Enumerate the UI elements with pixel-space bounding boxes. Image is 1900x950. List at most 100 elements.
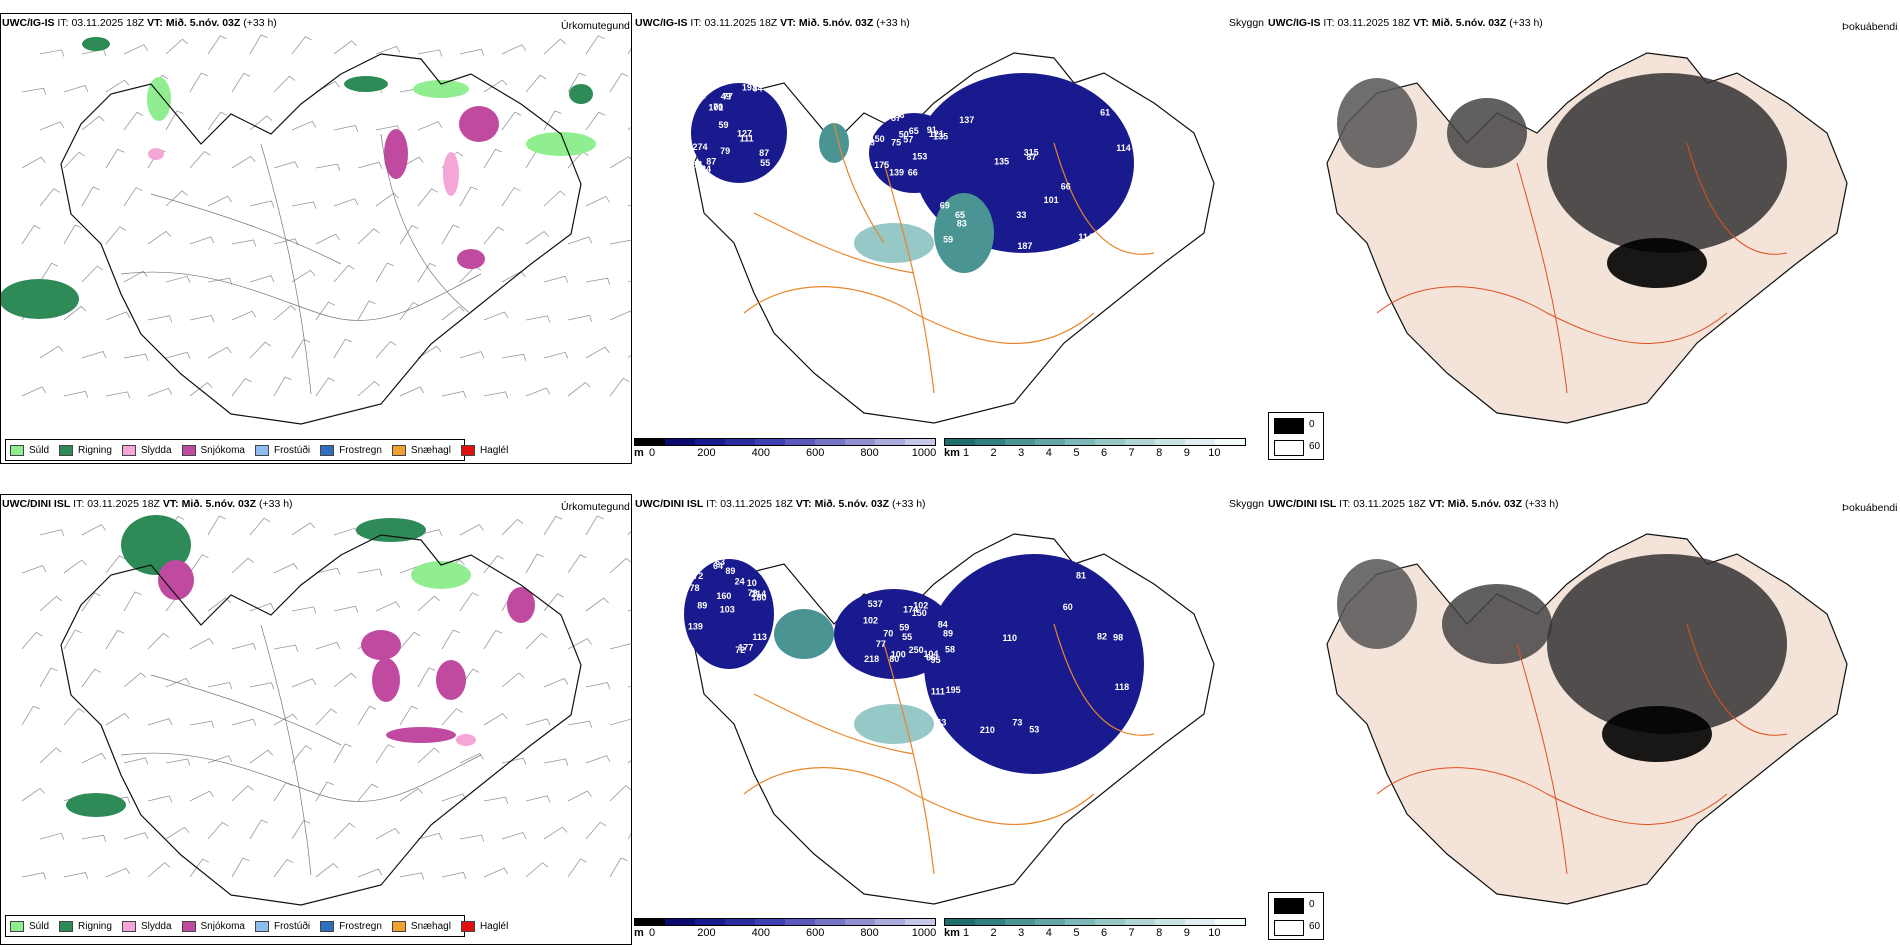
wind-barb — [21, 87, 47, 95]
visibility-value-label: 8 — [864, 178, 869, 188]
wind-barb — [459, 351, 485, 359]
wind-barb — [585, 35, 605, 55]
wind-barb — [165, 677, 191, 688]
wind-barb — [231, 718, 257, 726]
visibility-value-label: 250 — [909, 645, 924, 655]
vt-label: VT: — [780, 17, 796, 29]
wind-barb — [207, 111, 228, 131]
road-network-top — [743, 122, 1155, 394]
visibility-value-label: 57 — [903, 135, 913, 145]
wind-barb — [501, 757, 527, 765]
colorbar-tick: 1000 — [911, 927, 937, 939]
colorbar-tick: 7 — [1128, 447, 1135, 459]
wind-barb — [417, 188, 438, 207]
visibility-value-label: 55 — [902, 632, 912, 642]
wind-barb — [21, 787, 46, 802]
visibility-value-label: 150 — [912, 608, 927, 618]
iceland-outline-bottom — [60, 534, 582, 906]
wind-barb — [357, 161, 383, 169]
wind-barb — [375, 744, 395, 764]
wind-barb — [123, 44, 149, 55]
lead-time: (+33 h) — [876, 17, 910, 29]
wind-barb — [105, 311, 131, 321]
wind-barb — [165, 190, 188, 207]
colorbar-cell-2 — [1005, 919, 1035, 925]
wind-barb — [105, 629, 125, 650]
visibility-value-label: 187 — [1017, 241, 1032, 251]
fog-roads-bottom — [1376, 623, 1788, 875]
visibility-value-label: 66 — [926, 653, 936, 663]
wind-barb — [459, 752, 485, 764]
wind-barb — [207, 277, 233, 285]
visibility-value-label: 102 — [863, 615, 878, 625]
colorbar-cell-3 — [725, 919, 755, 925]
legend-label: Rigning — [78, 444, 112, 456]
colorbar-cell-2 — [695, 919, 725, 925]
wind-barb — [333, 125, 359, 133]
precip-map-bottom — [21, 515, 631, 906]
wind-barb — [249, 682, 275, 690]
wind-barb — [543, 275, 569, 284]
visibility-value-label: 113 — [752, 632, 767, 642]
precip-patches-bottom — [66, 515, 535, 817]
model-name: UWC/IG-IS — [2, 17, 55, 29]
visibility-value-label: 135 — [994, 156, 1009, 166]
legend-swatch — [121, 920, 136, 932]
wind-barb — [399, 631, 421, 650]
wind-barb — [249, 749, 273, 764]
legend-item-7: Haglél — [460, 920, 508, 932]
wind-barb — [483, 311, 509, 321]
fog-map-bottom — [1326, 533, 1848, 905]
it-label: IT: — [1339, 498, 1351, 510]
precip-type-panel-bottom: Súld Rigning Slydda Snjókoma Frostúði Frostre… — [0, 494, 632, 945]
wind-barb — [147, 387, 173, 397]
wind-barb — [357, 228, 380, 245]
colorbar-tick: 1000 — [911, 447, 937, 459]
legend-item-2: Slydda — [121, 920, 172, 932]
wind-barb — [627, 609, 631, 612]
colorbar-cell-1 — [975, 439, 1005, 445]
wind-barb — [567, 790, 592, 802]
wind-barb — [123, 187, 143, 207]
wind-barb — [333, 264, 355, 283]
wind-barb — [399, 787, 424, 802]
road-network-bottom — [743, 623, 1155, 875]
legend-item-1: Rigning — [59, 444, 112, 456]
visibility-value-label: 59 — [718, 120, 728, 130]
wind-barb — [543, 826, 568, 840]
wind-barb — [333, 338, 352, 359]
wind-barb — [501, 187, 521, 207]
visibility-value-label: 193 — [742, 82, 757, 92]
wind-barb — [123, 270, 148, 283]
colorbar-tick: 8 — [1156, 447, 1163, 459]
legend-label: Frostregn — [339, 920, 382, 932]
wind-barb — [609, 857, 628, 878]
wind-barb — [81, 752, 106, 764]
visibility-value-label: 111 — [740, 133, 754, 143]
visibility-value-label: 58 — [945, 645, 955, 655]
title-visibility-top: Skyggni — [1229, 17, 1264, 29]
colorbar-tick: 4 — [1045, 927, 1052, 939]
wind-barb — [231, 643, 257, 651]
wind-barb — [399, 225, 419, 245]
colorbar-tick: 200 — [697, 447, 716, 459]
wind-barb — [189, 150, 211, 169]
wind-barb — [567, 236, 593, 245]
visibility-value-label: 53 — [1029, 725, 1039, 735]
it-label: IT: — [1323, 17, 1335, 29]
wind-barb — [315, 233, 340, 245]
colorbar-tick: 3 — [1018, 447, 1025, 459]
wind-barb — [417, 832, 443, 841]
wind-barb — [63, 707, 85, 726]
wind-barb — [627, 354, 631, 359]
wind-barb — [567, 858, 587, 878]
wind-barb — [483, 226, 505, 245]
fog-panel-top: Þokuábendi — [1267, 13, 1900, 465]
wind-barb — [585, 755, 611, 764]
colorbar-tick: 800 — [860, 447, 879, 459]
wind-barb — [63, 390, 89, 398]
visibility-value-label: 195 — [946, 685, 961, 695]
wind-barb — [543, 190, 566, 207]
visibility-value-label: 101 — [1044, 195, 1059, 205]
wind-barb — [165, 110, 184, 131]
